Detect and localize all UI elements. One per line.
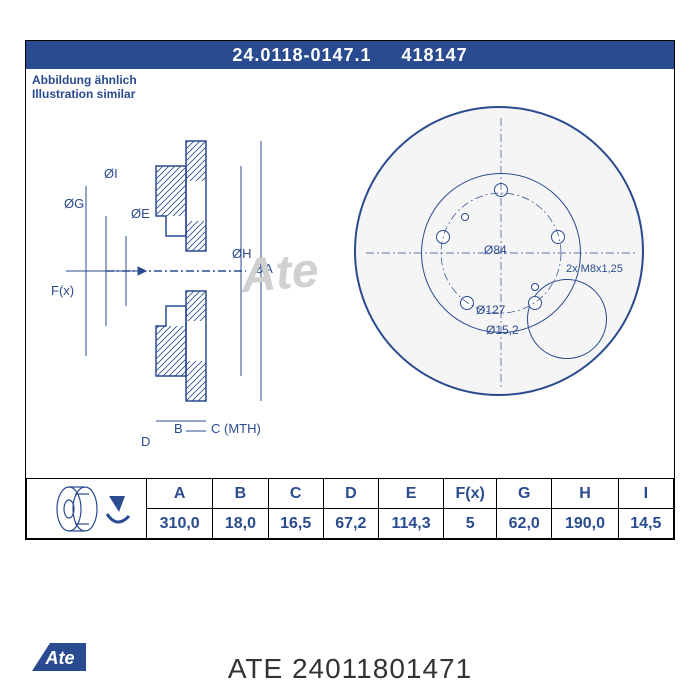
part-number-1: 24.0118-0147.1 (232, 45, 371, 65)
td-A: 310,0 (147, 509, 213, 539)
dim-E: ØE (131, 206, 150, 221)
td-I: 14,5 (618, 509, 673, 539)
vented-disc-icon (37, 484, 137, 534)
dim-H: ØH (232, 246, 252, 261)
th-B: B (213, 479, 268, 509)
td-D: 67,2 (323, 509, 378, 539)
footer-part-number: ATE 24011801471 (228, 653, 472, 684)
th-D: D (323, 479, 378, 509)
td-B: 18,0 (213, 509, 268, 539)
part-number-2: 418147 (402, 45, 468, 65)
th-F: F(x) (444, 479, 497, 509)
td-E: 114,3 (378, 509, 443, 539)
th-A: A (147, 479, 213, 509)
footer-label: ATE 24011801471 (0, 653, 700, 685)
th-E: E (378, 479, 443, 509)
dim-F: F(x) (51, 283, 74, 298)
th-C: C (268, 479, 323, 509)
subtitle-de: Abbildung ähnlich (32, 73, 137, 87)
dim-B: B (174, 421, 183, 436)
drawing-area: ØI ØG ØE ØH ØA F(x) B D C (MTH) (26, 101, 674, 451)
dim-G: ØG (64, 196, 84, 211)
disc-outer: Ø84 2x M8x1,25 Ø127 Ø15,2 (354, 106, 644, 396)
side-view: ØI ØG ØE ØH ØA F(x) B D C (MTH) (46, 121, 326, 441)
container: 24.0118-0147.1 418147 Abbildung ähnlich … (0, 0, 700, 700)
subtitle: Abbildung ähnlich Illustration similar (32, 73, 137, 102)
dim-D: D (141, 434, 150, 449)
th-I: I (618, 479, 673, 509)
annot-bolt-hole: Ø15,2 (486, 323, 519, 337)
dim-C: C (MTH) (211, 421, 261, 436)
th-H: H (552, 479, 618, 509)
specs-table: A B C D E F(x) G H I 310,0 18,0 16,5 67,… (26, 478, 674, 539)
diagram-box: 24.0118-0147.1 418147 Abbildung ähnlich … (25, 40, 675, 540)
dim-I: ØI (104, 166, 118, 181)
table-header-row: A B C D E F(x) G H I (27, 479, 674, 509)
td-G: 62,0 (497, 509, 552, 539)
td-F: 5 (444, 509, 497, 539)
front-view: Ø84 2x M8x1,25 Ø127 Ø15,2 (344, 101, 654, 411)
td-C: 16,5 (268, 509, 323, 539)
annot-pcd: Ø127 (476, 303, 505, 317)
disc-icon-cell (27, 479, 147, 539)
dim-A: ØA (254, 261, 273, 276)
th-G: G (497, 479, 552, 509)
header-bar: 24.0118-0147.1 418147 (26, 41, 674, 69)
side-section-svg (46, 121, 326, 441)
td-H: 190,0 (552, 509, 618, 539)
annot-screw: 2x M8x1,25 (566, 263, 623, 275)
annot-center-dia: Ø84 (484, 243, 507, 257)
subtitle-en: Illustration similar (32, 87, 135, 101)
